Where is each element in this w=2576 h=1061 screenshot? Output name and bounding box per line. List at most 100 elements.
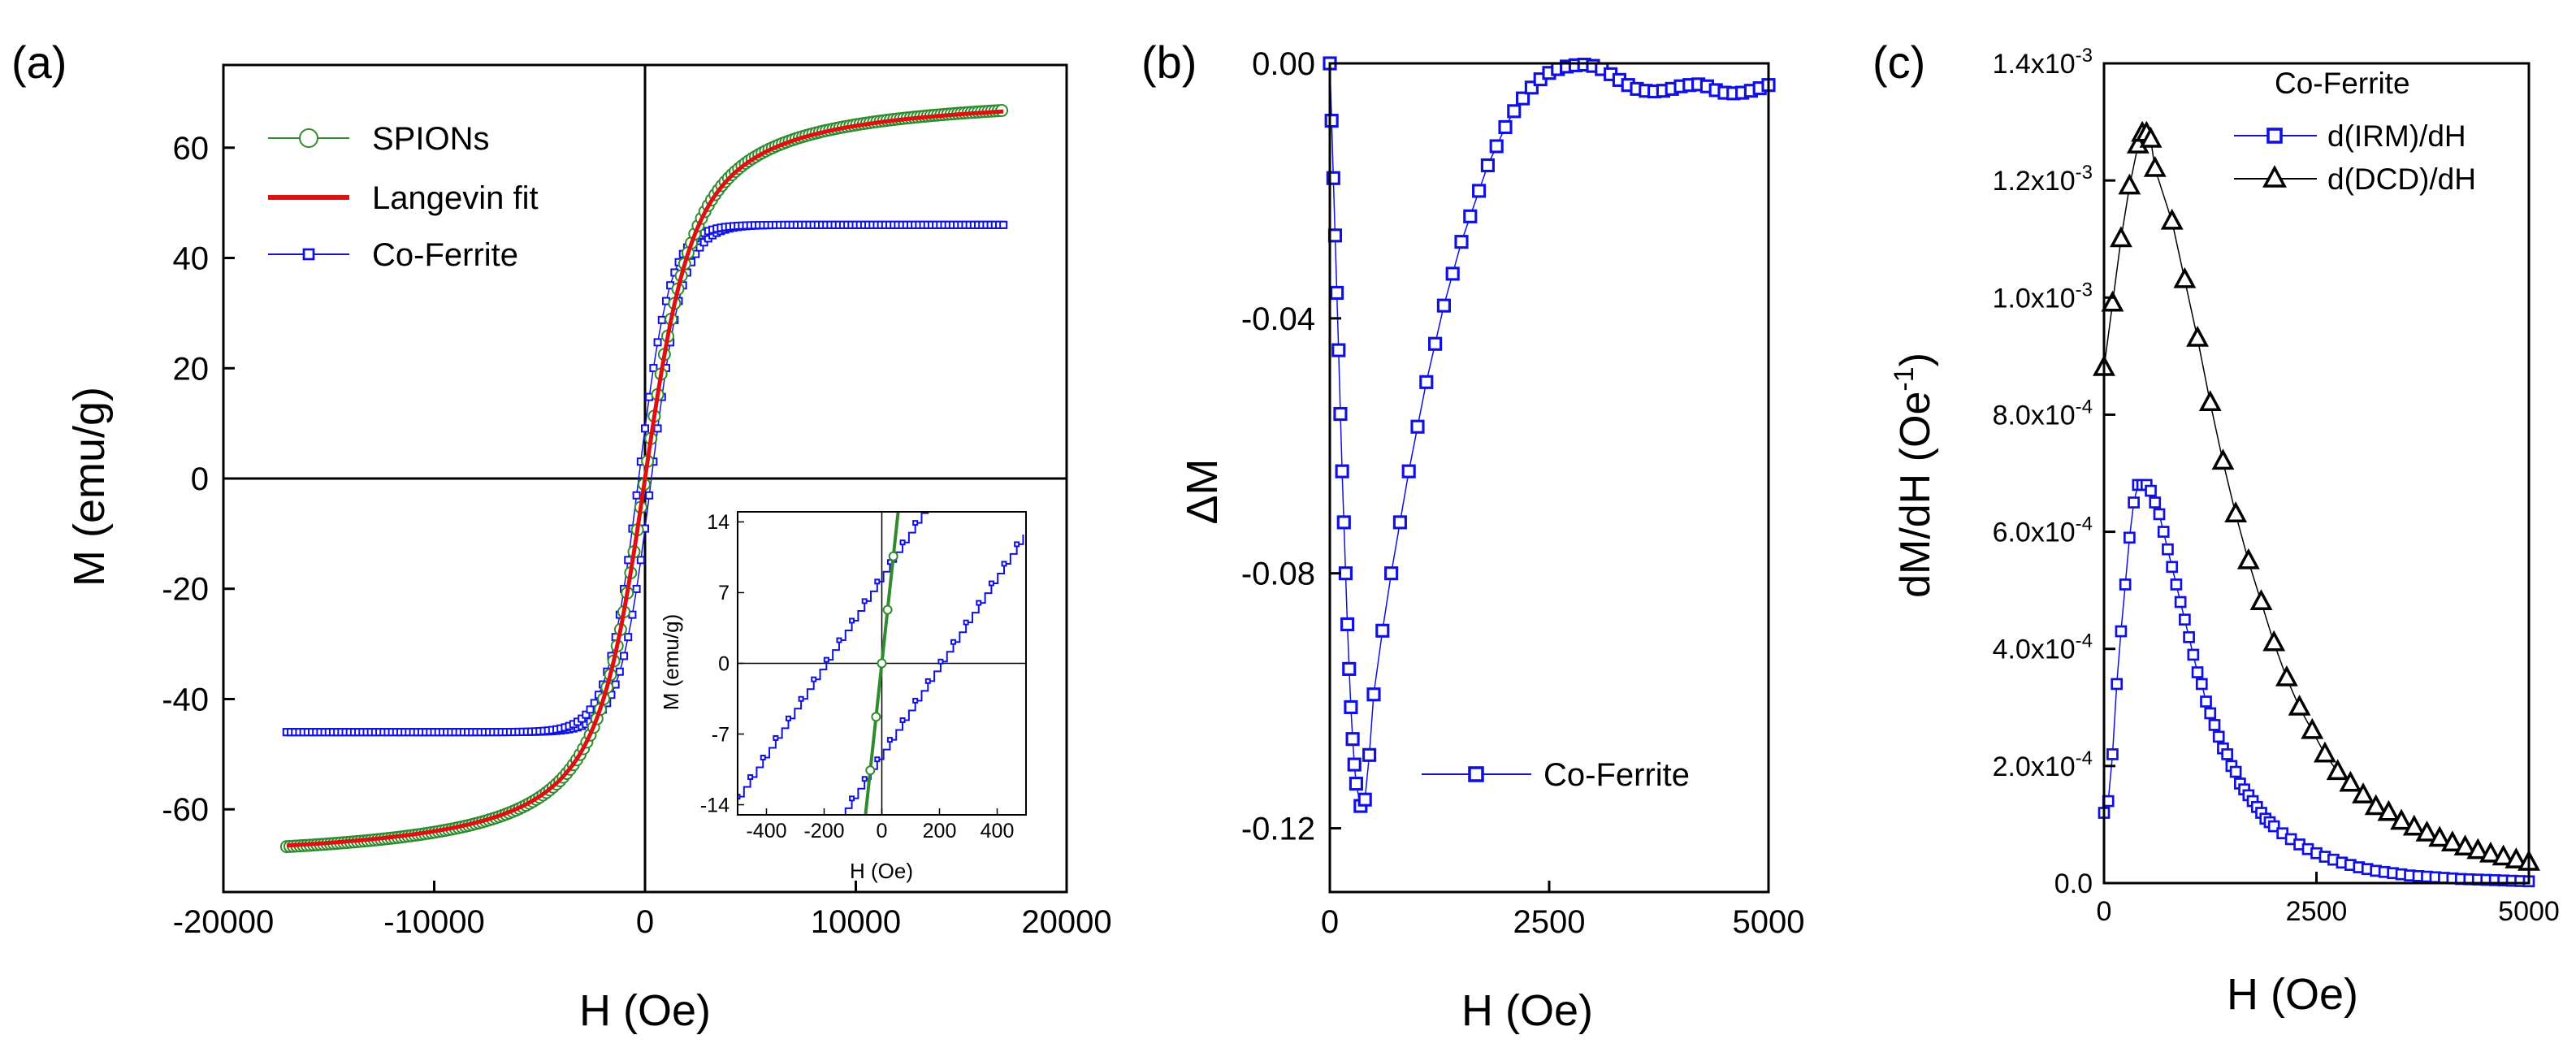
panel-c-dcd-point [2440,830,2464,851]
panel-b-co-ferrite-point [1436,298,1451,313]
inset-co-ferrite-point [785,715,791,721]
panel-c-dcd-point [2198,390,2222,412]
panel-c-irm-point [2153,508,2166,521]
co-ferrite-point [695,243,704,252]
inset-y-tick-label: 14 [707,511,730,534]
inset-y-tick-label: -7 [712,723,730,746]
panel-b-co-ferrite-point [1454,235,1469,249]
inset-co-ferrite-point [849,795,855,802]
inset-co-ferrite-point [773,914,777,918]
panel-c-irm-point [2221,748,2234,760]
panel-b-y-tick-label: 0.00 [1252,46,1315,82]
legend-label: Co-Ferrite [1543,757,1690,793]
inset-co-ferrite-point [773,734,779,741]
legend-label-irm: d(IRM)/dH [2327,119,2466,153]
inset-x-tick-label: 400 [981,820,1015,842]
inset-spions-point [860,820,868,828]
panel-c-y-tick-label: 6.0x10-4 [1993,513,2093,548]
inset-co-ferrite-point [899,539,906,546]
inset-co-ferrite-point [976,423,981,427]
panel-b-co-ferrite-point [1366,687,1381,702]
legend-title: Co-Ferrite [2275,67,2410,100]
panel-b-co-ferrite-point [1327,228,1343,243]
legend-marker-irm [2266,128,2283,144]
panel-c-dcd-point [2288,695,2311,716]
panel-c-dcd-point [2339,770,2362,792]
panel-b-y-tick-label: -0.12 [1241,812,1315,847]
panel-b-co-ferrite-point [1338,566,1353,581]
panel-c-dcd-point [2160,208,2184,230]
panel-c-irm-point [2208,719,2221,731]
panel-c-irm-point [2267,820,2280,833]
panel-a-x-tick-label: 10000 [811,904,901,940]
co-ferrite-point [645,491,654,500]
panel-b-co-ferrite-point [1357,792,1372,807]
panel-c: (c) H (Oe) Co-Ferrite 0 2500 5000 0.0 2.0x10… [1872,37,2560,1019]
inset-y-tick-label: -14 [700,794,730,816]
panel-a: (a) H (Oe) M (emu/g) H (Oe) M (emu/g) -4… [11,37,1112,1035]
panel-b-co-ferrite-point [1489,139,1504,154]
inset-co-ferrite-point [874,756,881,763]
inset-co-ferrite-point [861,776,868,782]
co-ferrite-point [653,338,662,347]
inset-x-tick-label: -200 [803,820,844,842]
panel-a-x-tick-label: 0 [636,904,654,940]
inset-y-tick-label: 7 [718,582,730,604]
panel-c-x-tick-label: 5000 [2498,896,2560,927]
panel-c-irm-point [2212,730,2225,743]
inset-co-ferrite-point [761,933,765,938]
panel-c-dcd-point [2101,290,2124,312]
panel-a-y-tick-label: -20 [162,572,209,608]
panel-a-y-tick-label: 60 [173,131,210,167]
panel-b-co-ferrite-point [1324,114,1339,128]
panel-a-y-tick-label: -40 [162,682,209,717]
panel-c-dcd-point [2109,226,2132,248]
panel-b-x-axis-title: H (Oe) [1461,986,1593,1035]
inset-co-ferrite-lower [844,534,1024,815]
panel-a-x-tick-label: -20000 [173,904,275,940]
co-ferrite-point [649,364,658,373]
panel-c-legend: d(IRM)/dH d(DCD)/dH [2234,119,2476,196]
inset-co-ferrite-point [748,953,752,957]
panel-c-y-axis-title: dM/dH (Oe-1) [1889,353,1939,598]
panel-b-co-ferrite-point [1342,661,1357,676]
inset-y-axis-title: M (emu/g) [659,614,683,710]
inset-spions-point [877,658,887,669]
panel-c-dcd-point [2402,814,2426,836]
panel-c-dcd-point [2364,794,2388,816]
legend-label-dcd: d(DCD)/dH [2327,162,2476,196]
inset-co-ferrite-point [823,656,829,663]
inset-co-ferrite-point [1001,561,1007,567]
panel-c-irm-point [2195,678,2208,691]
co-ferrite-point [586,705,595,714]
inset-y-tick-label: 0 [718,652,730,675]
inset-x-axis-title: H (Oe) [850,859,913,883]
inset-co-ferrite-point [964,443,968,447]
panel-b-co-ferrite-point [1345,732,1360,747]
co-ferrite-point [641,424,649,433]
panel-c-y-tick-label: 8.0x10-4 [1993,396,2093,431]
inset-co-ferrite-point [912,520,919,526]
panel-c-label: (c) [1872,37,1925,88]
inset-plot-area [736,365,1026,977]
legend-label: Langevin fit [372,180,539,216]
panel-a-x-tick-label: 20000 [1021,904,1111,940]
inset-co-ferrite-point [976,600,982,606]
legend-item-co-ferrite: Co-Ferrite [268,237,518,273]
inset-co-ferrite-point [736,972,740,977]
panel-c-irm-point [2179,613,2191,626]
panel-c-dcd-point [2139,126,2163,148]
panel-c-irm-point [2149,496,2162,509]
panel-c-dcd-point [2186,325,2209,347]
inset-co-ferrite-point [886,737,893,743]
panel-c-dcd-point [2211,448,2235,470]
co-ferrite-point [657,315,666,324]
inset-co-ferrite-point [1015,365,1019,369]
panel-b-x-tick-label: 0 [1321,904,1339,940]
panel-b-co-ferrite-point [1480,158,1495,173]
panel-c-dcd-point [2479,841,2502,863]
panel-c-y-tick-label: 0.0 [2054,868,2093,899]
inset-co-ferrite-point [760,754,766,760]
co-ferrite-point [590,699,599,708]
